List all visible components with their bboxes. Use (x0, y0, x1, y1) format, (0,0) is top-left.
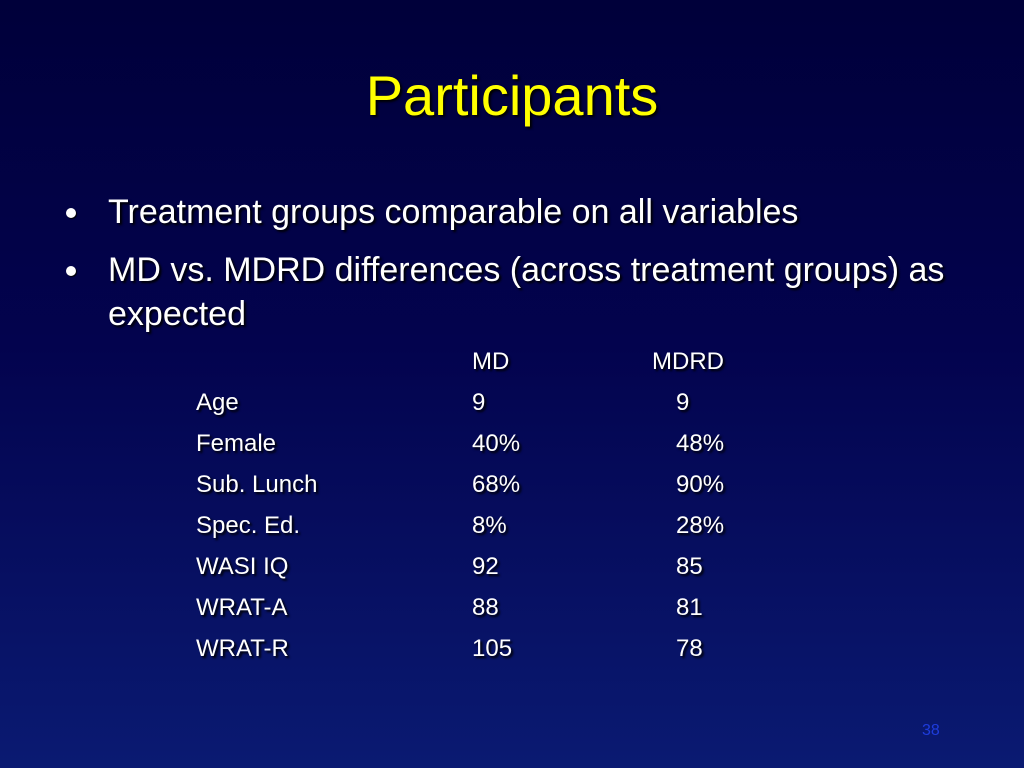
bullet-dot-icon (66, 266, 76, 276)
md-cell: 92 (472, 553, 499, 580)
md-cell: 40% (472, 430, 521, 457)
header-cell-mdrd: MDRD (652, 348, 724, 375)
table-row: Sub. Lunch 68% 90% (196, 467, 836, 508)
mdrd-cell: 78 (676, 635, 703, 662)
page-number: 38 (922, 722, 940, 739)
variable-cell: Spec. Ed. (196, 512, 301, 539)
bullet-item: MD vs. MDRD differences (across treatmen… (60, 248, 960, 336)
bullet-list: Treatment groups comparable on all varia… (60, 190, 960, 350)
md-cell: 68% (472, 471, 521, 498)
table-row: Female 40% 48% (196, 426, 836, 467)
table-header-row: MD MDRD (196, 344, 836, 385)
mdrd-cell: 85 (676, 553, 703, 580)
bullet-text: MD vs. MDRD differences (across treatmen… (108, 251, 945, 333)
md-cell: 9 (472, 389, 486, 416)
md-cell: 88 (472, 594, 499, 621)
table-row: Age 9 9 (196, 385, 836, 426)
table-row: WRAT-R 105 78 (196, 631, 836, 672)
variable-cell: Sub. Lunch (196, 471, 318, 498)
variable-cell: WASI IQ (196, 553, 289, 580)
slide-title: Participants (365, 64, 659, 127)
md-cell: 8% (472, 512, 507, 539)
bullet-dot-icon (66, 208, 76, 218)
header-cell-md: MD (472, 348, 510, 375)
variable-cell: WRAT-A (196, 594, 288, 621)
variable-cell: Age (196, 389, 239, 416)
bullet-item: Treatment groups comparable on all varia… (60, 190, 960, 234)
table-row: WASI IQ 92 85 (196, 549, 836, 590)
table-row: Spec. Ed. 8% 28% (196, 508, 836, 549)
variable-cell: WRAT-R (196, 635, 289, 662)
participants-table: MD MDRD Age 9 9 Female 40% 48% Sub. Lunc… (196, 344, 836, 672)
variable-cell: Female (196, 430, 277, 457)
mdrd-cell: 28% (676, 512, 725, 539)
table-row: WRAT-A 88 81 (196, 590, 836, 631)
bullet-text: Treatment groups comparable on all varia… (108, 193, 799, 231)
md-cell: 105 (472, 635, 513, 662)
mdrd-cell: 90% (676, 471, 725, 498)
mdrd-cell: 48% (676, 430, 725, 457)
mdrd-cell: 81 (676, 594, 703, 621)
mdrd-cell: 9 (676, 389, 690, 416)
